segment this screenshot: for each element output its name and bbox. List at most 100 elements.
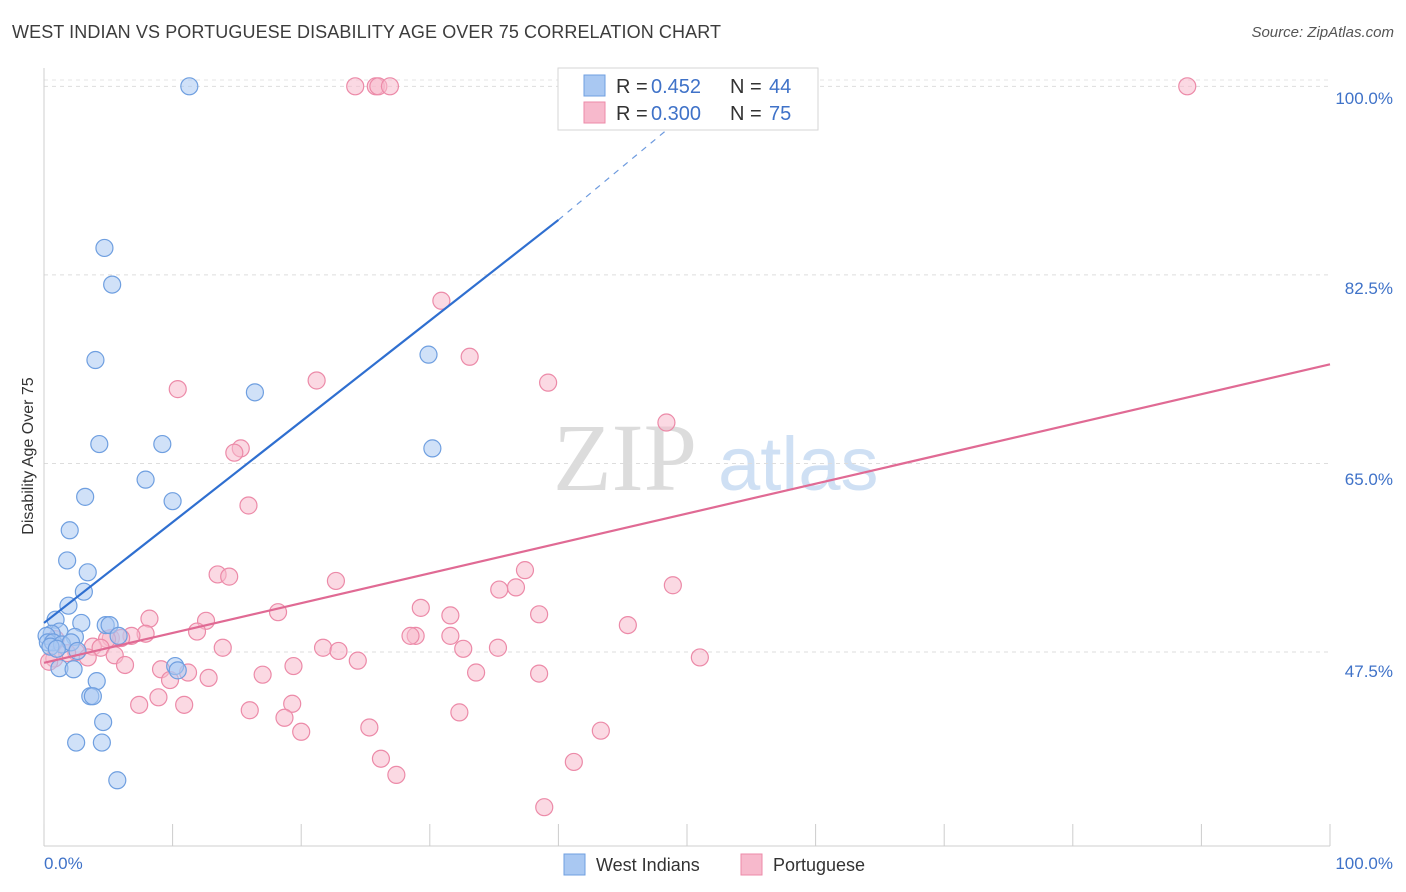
legend-n-value-portuguese: 75	[769, 103, 791, 125]
x-tick-label-min: 0.0%	[44, 854, 83, 873]
portuguese-point	[535, 798, 554, 817]
legend-swatch-west-indians	[583, 74, 606, 97]
west-indians-point	[86, 350, 105, 370]
portuguese-point	[348, 651, 367, 670]
source-credit: Source: ZipAtlas.com	[1251, 24, 1394, 41]
portuguese-point	[292, 722, 311, 741]
portuguese-point	[506, 578, 526, 597]
portuguese-point	[411, 598, 430, 617]
west-indians-point	[92, 733, 111, 752]
y-axis-label: Disability Age Over 75	[20, 377, 37, 535]
portuguese-point	[284, 656, 303, 676]
portuguese-point	[530, 605, 549, 624]
west-indians-point	[245, 383, 265, 402]
portuguese-point	[1178, 77, 1197, 96]
west-indians-point	[108, 771, 127, 790]
x-tick-label-max: 100.0%	[1335, 854, 1393, 873]
west-indians-point	[153, 434, 172, 454]
west-indians-point	[78, 563, 97, 582]
portuguese-point	[199, 668, 218, 688]
portuguese-point	[539, 373, 558, 392]
chart-title: WEST INDIAN VS PORTUGUESE DISABILITY AGE…	[12, 22, 722, 42]
portuguese-point	[329, 641, 348, 661]
west-indians-point	[103, 275, 122, 294]
portuguese-trend-line	[43, 363, 1331, 664]
portuguese-point	[326, 571, 346, 591]
bottom-legend-swatch-west-indians	[563, 853, 586, 876]
portuguese-point	[360, 718, 379, 737]
west-indians-point	[95, 238, 114, 258]
legend-n-label-west-indians: N =	[730, 76, 762, 98]
bottom-legend-label-west-indians: West Indians	[596, 855, 700, 875]
west-indians-point	[58, 551, 77, 570]
west-indians-points	[37, 77, 442, 790]
portuguese-point	[450, 703, 469, 722]
portuguese-point	[346, 77, 365, 96]
west-indians-point	[168, 661, 187, 680]
portuguese-point	[213, 638, 232, 657]
portuguese-point	[441, 606, 460, 625]
portuguese-point	[115, 655, 135, 675]
west-indians-point	[423, 439, 442, 458]
portuguese-point	[490, 580, 509, 599]
portuguese-point	[564, 752, 583, 772]
west-indians-point	[94, 712, 113, 732]
legend-n-label-portuguese: N =	[730, 103, 762, 125]
portuguese-point	[460, 347, 479, 366]
portuguese-point	[618, 615, 637, 635]
portuguese-point	[130, 695, 149, 714]
portuguese-point	[253, 665, 272, 684]
portuguese-point	[371, 749, 391, 768]
west-indians-point	[419, 345, 438, 364]
portuguese-point	[663, 576, 682, 595]
west-indians-point	[90, 434, 109, 454]
trend-lines	[43, 91, 1331, 664]
y-tick-label-65: 65.0%	[1345, 470, 1393, 489]
portuguese-point	[387, 765, 406, 784]
y-tick-label-47-5: 47.5%	[1345, 662, 1393, 681]
portuguese-point	[690, 648, 709, 667]
portuguese-point	[380, 77, 400, 96]
west-indians-point	[47, 639, 66, 658]
stats-legend: R = 0.452 N = 44 R = 0.300 N = 75	[557, 67, 819, 131]
y-tick-label-82-5: 82.5%	[1345, 279, 1393, 298]
legend-r-value-portuguese: 0.300	[651, 103, 701, 125]
portuguese-point	[454, 639, 473, 658]
portuguese-point	[225, 443, 244, 462]
west-indians-point	[180, 77, 199, 96]
y-grid	[44, 79, 1330, 653]
bottom-legend-label-portuguese: Portuguese	[773, 855, 865, 875]
portuguese-point	[515, 561, 535, 580]
west-indians-point	[163, 492, 182, 511]
portuguese-point	[240, 701, 259, 720]
west-indians-point	[64, 660, 83, 679]
portuguese-point	[275, 708, 294, 727]
west-indians-trend-extension	[558, 91, 714, 221]
west-indians-point	[87, 672, 106, 691]
legend-r-value-west-indians: 0.452	[651, 76, 701, 98]
portuguese-point	[488, 638, 508, 657]
x-ticks	[43, 824, 1331, 846]
y-tick-labels: 47.5% 65.0% 82.5% 100.0%	[1335, 89, 1393, 681]
portuguese-point	[239, 496, 258, 515]
west-indians-point	[136, 470, 155, 489]
watermark-atlas: atlas	[718, 422, 879, 507]
portuguese-point	[432, 291, 451, 310]
portuguese-point	[140, 609, 159, 628]
portuguese-point	[313, 638, 333, 657]
west-indians-point	[109, 626, 128, 645]
y-tick-label-100: 100.0%	[1335, 89, 1393, 108]
portuguese-point	[401, 626, 420, 645]
series-legend: West Indians Portuguese	[563, 853, 865, 876]
west-indians-point	[76, 487, 95, 506]
west-indians-point	[60, 521, 79, 540]
watermark: ZIP atlas	[553, 404, 879, 511]
portuguese-point	[530, 664, 549, 683]
portuguese-point	[149, 688, 168, 707]
legend-r-label-west-indians: R =	[616, 76, 648, 98]
portuguese-point	[168, 380, 187, 399]
watermark-zip: ZIP	[553, 404, 697, 511]
portuguese-point	[591, 721, 610, 740]
west-indians-point	[67, 733, 86, 752]
